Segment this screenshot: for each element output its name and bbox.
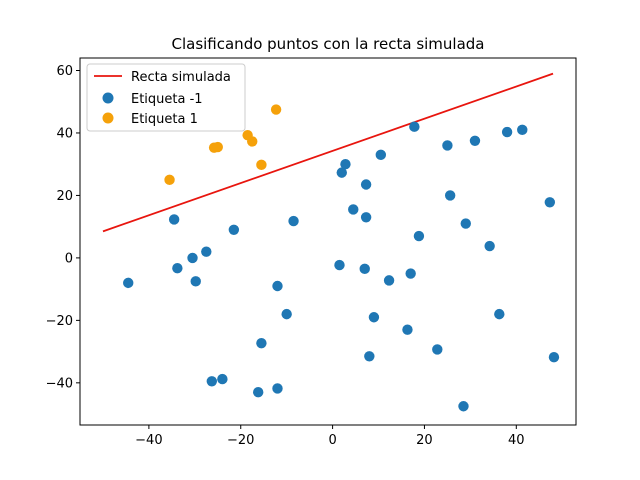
y-tick-label: 0 (65, 251, 73, 266)
scatter-point-series-0 (484, 240, 495, 252)
scatter-point-series-0 (375, 149, 387, 161)
scatter-point-series-0 (228, 224, 240, 235)
scatter-point-series-0 (272, 280, 283, 292)
scatter-point-series-0 (360, 179, 372, 190)
scatter-point-series-0 (172, 263, 183, 274)
x-tick-label: 0 (328, 433, 336, 448)
legend: Recta simulada Etiqueta -1 Etiqueta 1 (86, 63, 246, 132)
scatter-point-series-0 (383, 275, 395, 286)
plot-frame (79, 57, 577, 426)
y-tick-label: 60 (56, 64, 73, 79)
scatter-point-series-0 (432, 344, 443, 355)
y-tick-label: −40 (46, 376, 73, 391)
scatter-point-series-0 (340, 158, 351, 170)
scatter-point-series-0 (548, 352, 560, 363)
scatter-point-series-0 (252, 387, 264, 398)
y-axis: −40 −20 0 20 40 60 (46, 64, 80, 391)
scatter-point-series-0 (281, 308, 292, 320)
scatter-point-series-0 (544, 197, 556, 208)
x-tick-label: 20 (416, 433, 433, 448)
legend-label-series-1: Etiqueta 1 (131, 112, 198, 127)
scatter-point-series-0 (458, 401, 469, 412)
scatter-point-series-0 (413, 230, 425, 242)
scatter-point-series-1 (247, 136, 258, 147)
regression-line (102, 72, 554, 233)
chart-title: Clasificando puntos con la recta simulad… (171, 35, 484, 53)
scatter-point-series-0 (272, 383, 283, 394)
scatter-point-series-0 (334, 259, 345, 271)
scatter-point-series-1 (270, 104, 282, 115)
scatter-point-series-0 (206, 376, 218, 387)
scatter-point-series-0 (256, 337, 267, 349)
x-tick-label: −20 (227, 433, 254, 448)
x-tick-label: −40 (135, 433, 162, 448)
scatter-point-series-0 (501, 126, 513, 138)
scatter-point-series-1 (212, 141, 223, 153)
legend-label-line: Recta simulada (131, 70, 231, 85)
y-tick-label: −20 (46, 314, 73, 329)
scatter-point-series-1 (256, 159, 267, 171)
scatter-point-series-0 (405, 268, 416, 279)
scatter-point-series-0 (460, 218, 471, 229)
x-axis: −40 −20 0 20 40 (135, 425, 525, 448)
scatter-point-series-0 (442, 140, 453, 151)
scatter-point-series-0 (364, 351, 375, 362)
legend-box (86, 63, 246, 132)
scatter-point-series-0 (288, 215, 299, 227)
x-tick-label: 40 (508, 433, 525, 448)
scatter-point-series-0 (348, 204, 359, 215)
scatter-point-series-0 (517, 124, 528, 136)
scatter-point-series-0 (123, 277, 134, 289)
legend-marker-series-1 (102, 112, 114, 124)
scatter-point-series-0 (187, 252, 198, 264)
scatter-point-series-0 (360, 212, 372, 223)
scatter-point-series-0 (469, 135, 481, 146)
scatter-point-series-0 (409, 121, 420, 132)
scatter-point-series-0 (168, 214, 180, 225)
scatter-point-series-0 (201, 246, 212, 257)
scatter-point-series-1 (164, 174, 175, 186)
legend-label-series-0: Etiqueta -1 (131, 92, 203, 107)
plot-area (102, 72, 560, 412)
scatter-point-series-0 (217, 373, 228, 385)
scatter-point-series-0 (402, 324, 413, 335)
legend-marker-series-0 (102, 92, 114, 104)
scatter-point-series-0 (368, 312, 380, 323)
scatter-point-series-0 (494, 308, 505, 320)
y-tick-label: 20 (56, 189, 73, 204)
y-tick-label: 40 (56, 126, 73, 141)
scatter-point-series-0 (359, 263, 370, 275)
scatter-point-series-0 (190, 276, 201, 287)
scatter-point-series-0 (444, 190, 456, 201)
scatter-point-series-0 (336, 167, 347, 178)
